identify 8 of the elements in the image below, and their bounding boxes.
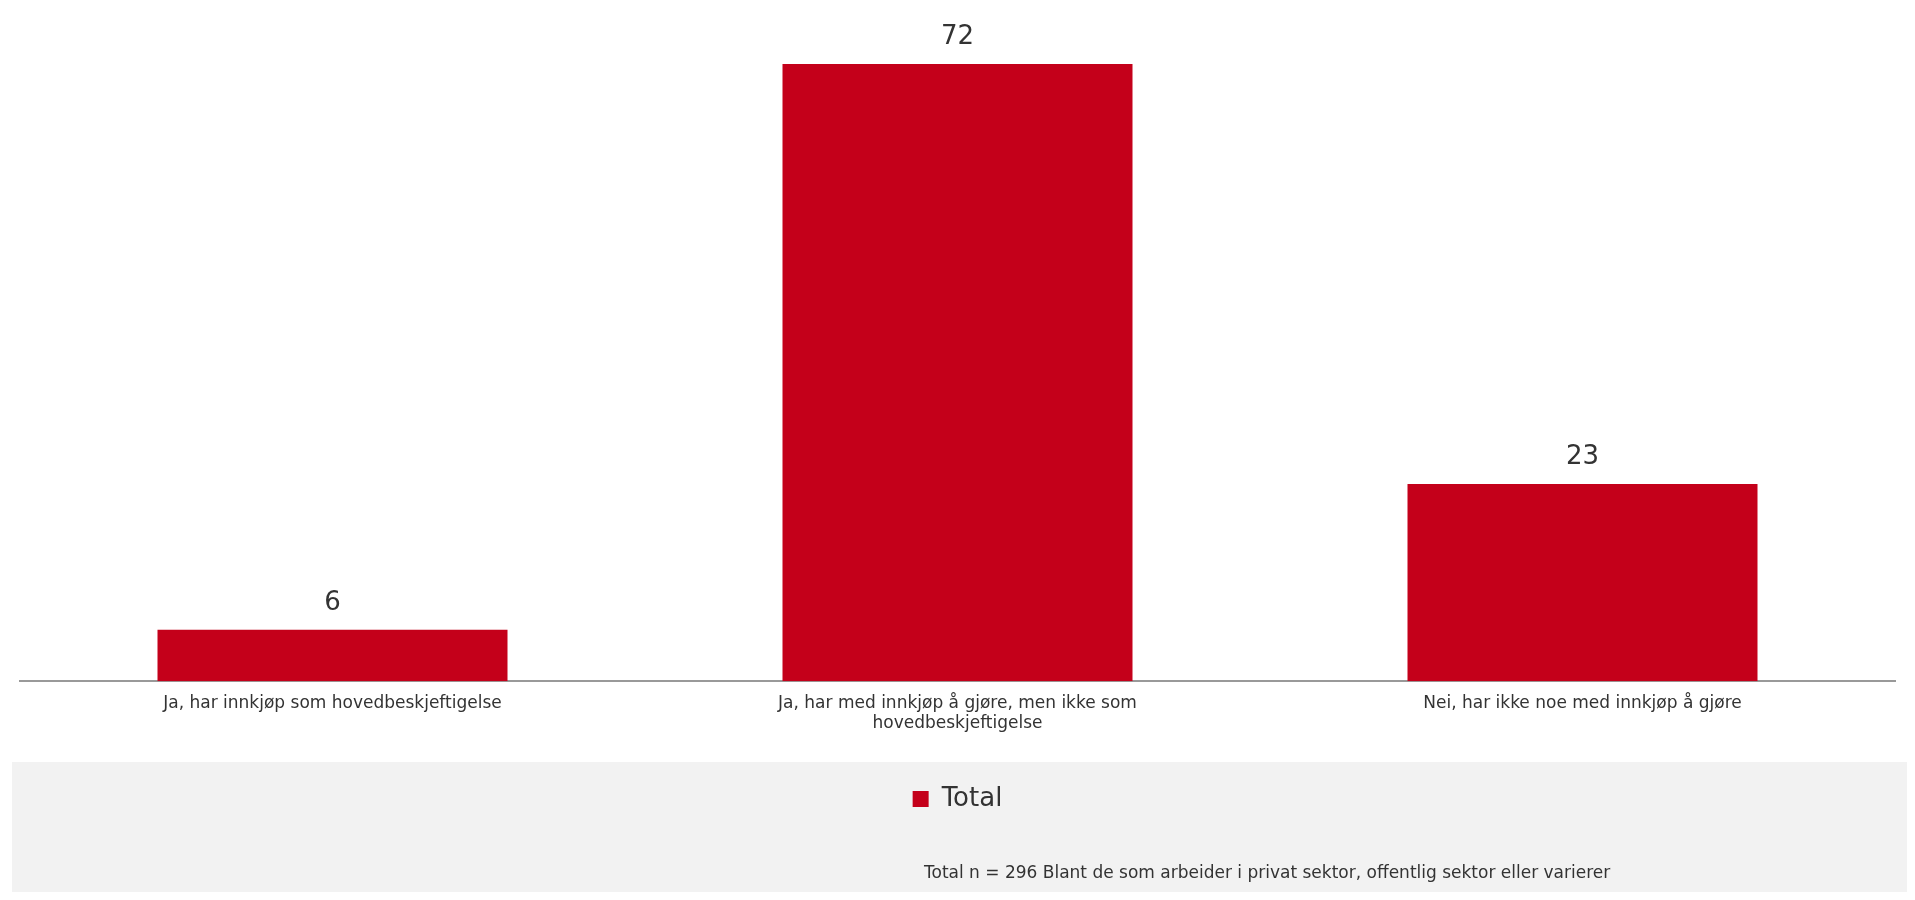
x-tick-label: Nei, har ikke noe med innkjøp å gjøre — [1423, 691, 1742, 712]
text: Total n = 296 Blant de som arbeider i privat sektor, offentlig sektor eller varierer — [923, 862, 1611, 882]
legend-label: Total — [940, 781, 1003, 812]
data-label: 72 — [940, 19, 975, 50]
x-tick-label: Ja, har innkjøp som hovedbeskjeftigelse — [162, 691, 502, 712]
x-tick-label: Ja, har med innkjøp å gjøre, men ikke som hovedbeskjeftigelse — [777, 691, 1137, 733]
data-label: 23 — [1565, 439, 1600, 470]
data-label: 6 — [324, 585, 341, 616]
